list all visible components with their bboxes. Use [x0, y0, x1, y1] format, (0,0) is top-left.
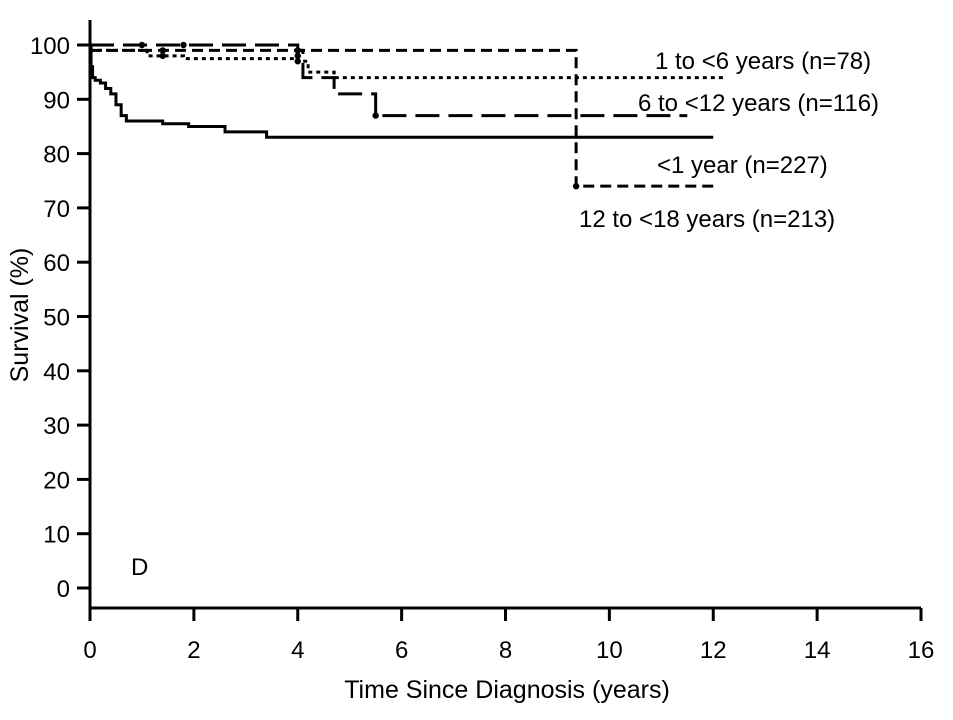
censor-marker: [159, 47, 166, 54]
y-tick-label: 40: [43, 359, 70, 386]
censor-marker: [159, 52, 166, 60]
censor-marker: [372, 112, 379, 119]
x-tick-label: 8: [499, 637, 512, 664]
x-tick-label: 14: [804, 637, 831, 664]
series-label-under-1-year: <1 year (n=227): [657, 152, 828, 179]
panel-letter: D: [131, 554, 148, 581]
censor-marker: [572, 182, 580, 190]
series-layer: [89, 43, 724, 188]
series-line-6-to-12-years-n-116: [90, 43, 688, 118]
y-tick-label: 30: [43, 413, 70, 440]
censor-marker: [180, 41, 187, 49]
y-tick-label: 100: [30, 33, 70, 60]
series-line-1-to-6-years-n-78: [90, 48, 724, 80]
x-tick-label: 12: [700, 637, 727, 664]
y-axis-ticks: 0 10 20 30 40 50 60 70 80 90 100: [30, 33, 90, 603]
y-tick-label: 80: [43, 142, 70, 169]
x-tick-label: 0: [83, 637, 96, 664]
series-label-12-to-18-years: 12 to <18 years (n=213): [579, 206, 835, 233]
censor-marker: [294, 47, 301, 54]
x-tick-label: 10: [596, 637, 623, 664]
y-tick-label: 10: [43, 522, 70, 549]
censor-marker: [294, 52, 301, 60]
series-line-12-to-18-years-n-213: [90, 48, 714, 188]
series-label-6-to-12-years: 6 to <12 years (n=116): [638, 90, 879, 117]
y-tick-label: 60: [43, 250, 70, 277]
x-tick-label: 2: [187, 637, 200, 664]
x-tick-label: 4: [291, 637, 304, 664]
censor-marker: [138, 41, 146, 49]
x-tick-label: 16: [908, 637, 935, 664]
y-axis-title: Survival (%): [6, 248, 34, 383]
x-tick-label: 6: [395, 637, 408, 664]
series-label-1-to-6-years: 1 to <6 years (n=78): [655, 48, 871, 75]
censor-markers: [138, 41, 580, 190]
censor-marker: [294, 58, 301, 65]
x-axis-ticks: 0 2 4 6 8 10 12 14 16: [83, 608, 934, 664]
plot-area: 0 2 4 6 8 10 12 14 16 0 10 20 30 40 50 60 70 80 90 100: [30, 20, 934, 664]
y-tick-label: 90: [43, 87, 70, 114]
y-tick-label: 50: [43, 305, 70, 332]
series-line-1-year-n-227: [89, 43, 714, 139]
y-tick-label: 70: [43, 196, 70, 223]
y-tick-label: 20: [43, 467, 70, 494]
y-tick-label: 0: [57, 576, 70, 603]
x-axis-title: Time Since Diagnosis (years): [344, 676, 670, 704]
